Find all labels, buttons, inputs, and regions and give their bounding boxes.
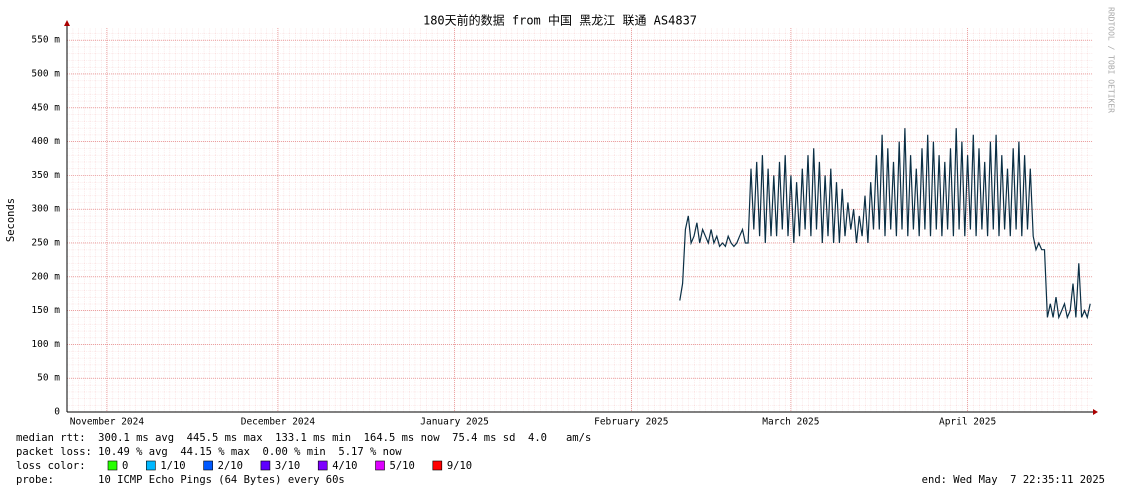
stat-median: median rtt: 300.1 ms avg 445.5 ms max 13… (16, 432, 591, 444)
x-tick-label: December 2024 (241, 417, 316, 428)
loss-swatch (432, 460, 443, 471)
loss-label: 5/10 (390, 460, 415, 472)
y-tick-label: 150 m (31, 305, 60, 316)
grid: 0 50 m 100 m 150 m 200 m 250 m 300 m 350 m 400 m… (31, 28, 1093, 428)
loss-label: 9/10 (447, 460, 472, 472)
y-tick-label: 400 m (31, 136, 60, 147)
end-time: end: Wed May 7 22:35:11 2025 (922, 474, 1105, 486)
x-tick-label: March 2025 (762, 417, 819, 428)
chart-title: 180天前的数据 from 中国 黑龙江 联通 AS4837 (423, 13, 697, 28)
y-tick-label: 300 m (31, 204, 60, 215)
marks (679, 128, 1091, 320)
series-line (679, 128, 1091, 320)
y-axis-label: Seconds (5, 198, 17, 242)
loss-label: 1/10 (160, 460, 185, 472)
loss-swatch (375, 460, 385, 471)
watermark: RRDTOOL / TOBI OETIKER (1107, 7, 1116, 113)
y-tick-label: 250 m (31, 237, 60, 248)
y-tick-label: 50 m (37, 373, 60, 384)
x-tick-label: November 2024 (70, 417, 145, 428)
loss-label: 2/10 (218, 460, 243, 472)
loss-swatch (146, 460, 156, 471)
x-tick-label: January 2025 (420, 417, 489, 428)
x-tick-label: February 2025 (594, 417, 668, 428)
probe: probe: 10 ICMP Echo Pings (64 Bytes) eve… (16, 474, 345, 486)
y-tick-label: 450 m (31, 102, 60, 113)
loss-label: 0 (122, 460, 128, 472)
y-tick-label: 550 m (31, 35, 60, 46)
x-tick-label: April 2025 (939, 417, 996, 428)
loss-swatch (317, 460, 328, 471)
loss-swatch (107, 460, 118, 471)
y-tick-label: 200 m (31, 271, 60, 282)
loss-color-label: loss color: (16, 460, 86, 472)
y-tick-label: 0 (54, 407, 60, 418)
loss-label: 3/10 (275, 460, 300, 472)
minor-grid (67, 28, 1093, 412)
loss-label: 4/10 (332, 460, 357, 472)
loss-swatch (203, 460, 213, 471)
loss-swatch (260, 460, 271, 471)
y-tick-label: 500 m (31, 68, 60, 79)
y-tick-label: 100 m (31, 339, 60, 350)
stat-loss: packet loss: 10.49 % avg 44.15 % max 0.0… (16, 446, 402, 458)
y-tick-label: 350 m (31, 170, 60, 181)
loss-legend: 0 1/10 2/10 3/10 4/10 5/10 9/10 (107, 460, 472, 472)
